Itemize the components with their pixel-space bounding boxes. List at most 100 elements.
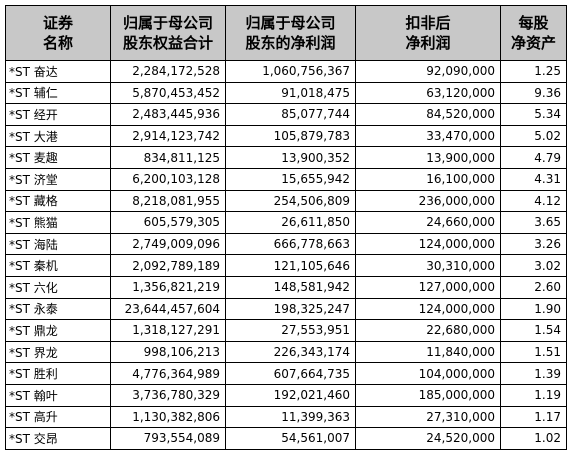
table-row: *ST 藏格 8,218,081,955 254,506,809 236,000,00… xyxy=(5,189,567,213)
header-text: 证券 xyxy=(42,14,73,32)
header-row: 证券 名称 归属于母公司 股东权益合计 归属于母公司 股东的净利润 扣非后 净利润 每股 净资产 xyxy=(5,5,567,61)
stock-name: *ST 胜利 xyxy=(5,362,111,385)
value-cell: 3.02 xyxy=(500,254,567,277)
header-text: 每股 xyxy=(518,14,549,32)
stock-name: *ST 经开 xyxy=(5,103,111,126)
value-cell: 1.17 xyxy=(500,405,567,429)
value-cell: 1,356,821,219 xyxy=(110,275,226,299)
value-cell: 22,680,000 xyxy=(355,319,501,342)
value-cell: 4.12 xyxy=(500,189,567,213)
value-cell: 30,310,000 xyxy=(355,254,501,277)
value-cell: 2,914,123,742 xyxy=(110,124,226,148)
value-cell: 254,506,809 xyxy=(225,189,356,213)
value-cell: 5.02 xyxy=(500,124,567,148)
header-cell: 扣非后 净利润 xyxy=(355,5,501,61)
value-cell: 5,870,453,452 xyxy=(110,81,226,105)
table-row: *ST 六化 1,356,821,219 148,581,942 127,000,00… xyxy=(5,275,567,299)
value-cell: 104,000,000 xyxy=(355,362,501,385)
table-row: *ST 辅仁 5,870,453,452 91,018,475 63,120,000 9… xyxy=(5,81,567,105)
table-body: *ST 奋达 2,284,172,528 1,060,756,367 92,090,0… xyxy=(5,60,567,450)
table-row: *ST 交昂 793,554,089 54,561,007 24,520,000 1.0… xyxy=(5,427,567,450)
stock-name: *ST 藏格 xyxy=(5,189,111,213)
value-cell: 33,470,000 xyxy=(355,124,501,148)
value-cell: 5.34 xyxy=(500,103,567,126)
stock-name: *ST 辅仁 xyxy=(5,81,111,105)
value-cell: 185,000,000 xyxy=(355,383,501,407)
table-row: *ST 胜利 4,776,364,989 607,664,735 104,000,00… xyxy=(5,362,567,385)
table-row: *ST 高升 1,130,382,806 11,399,363 27,310,000 1… xyxy=(5,405,567,429)
value-cell: 2.60 xyxy=(500,275,567,299)
value-cell: 148,581,942 xyxy=(225,275,356,299)
value-cell: 1.02 xyxy=(500,427,567,450)
stock-name: *ST 秦机 xyxy=(5,254,111,277)
stock-name: *ST 济堂 xyxy=(5,167,111,191)
stock-name: *ST 大港 xyxy=(5,124,111,148)
value-cell: 13,900,000 xyxy=(355,146,501,169)
value-cell: 1,318,127,291 xyxy=(110,319,226,342)
value-cell: 1,060,756,367 xyxy=(225,60,356,83)
header-text: 净资产 xyxy=(510,34,556,52)
value-cell: 4.79 xyxy=(500,146,567,169)
table-row: *ST 大港 2,914,123,742 105,879,783 33,470,000… xyxy=(5,124,567,148)
value-cell: 998,106,213 xyxy=(110,340,226,364)
value-cell: 1,130,382,806 xyxy=(110,405,226,429)
value-cell: 2,092,789,189 xyxy=(110,254,226,277)
stock-name: *ST 海陆 xyxy=(5,232,111,256)
value-cell: 27,310,000 xyxy=(355,405,501,429)
value-cell: 2,284,172,528 xyxy=(110,60,226,83)
header-text: 净利润 xyxy=(405,34,451,52)
value-cell: 226,343,174 xyxy=(225,340,356,364)
value-cell: 4.31 xyxy=(500,167,567,191)
stock-name: *ST 六化 xyxy=(5,275,111,299)
value-cell: 11,399,363 xyxy=(225,405,356,429)
value-cell: 834,811,125 xyxy=(110,146,226,169)
table-row: *ST 秦机 2,092,789,189 121,105,646 30,310,000… xyxy=(5,254,567,277)
value-cell: 4,776,364,989 xyxy=(110,362,226,385)
value-cell: 6,200,103,128 xyxy=(110,167,226,191)
value-cell: 26,611,850 xyxy=(225,211,356,234)
header-text: 股东权益合计 xyxy=(122,34,213,52)
value-cell: 15,655,942 xyxy=(225,167,356,191)
header-text: 归属于母公司 xyxy=(245,14,336,32)
value-cell: 54,561,007 xyxy=(225,427,356,450)
value-cell: 605,579,305 xyxy=(110,211,226,234)
value-cell: 85,077,744 xyxy=(225,103,356,126)
value-cell: 2,749,009,096 xyxy=(110,232,226,256)
value-cell: 3.65 xyxy=(500,211,567,234)
table-row: *ST 熊猫 605,579,305 26,611,850 24,660,000 3.6… xyxy=(5,211,567,234)
value-cell: 13,900,352 xyxy=(225,146,356,169)
value-cell: 9.36 xyxy=(500,81,567,105)
value-cell: 124,000,000 xyxy=(355,297,501,321)
header-cell: 证券 名称 xyxy=(5,5,111,61)
value-cell: 1.39 xyxy=(500,362,567,385)
stock-name: *ST 交昂 xyxy=(5,427,111,450)
header-cell: 归属于母公司 股东的净利润 xyxy=(225,5,356,61)
value-cell: 1.54 xyxy=(500,319,567,342)
table-row: *ST 麦趣 834,811,125 13,900,352 13,900,000 4.7… xyxy=(5,146,567,169)
table-row: *ST 界龙 998,106,213 226,343,174 11,840,000 1.… xyxy=(5,340,567,364)
value-cell: 1.19 xyxy=(500,383,567,407)
value-cell: 91,018,475 xyxy=(225,81,356,105)
stock-name: *ST 鼎龙 xyxy=(5,319,111,342)
table-row: *ST 奋达 2,284,172,528 1,060,756,367 92,090,0… xyxy=(5,60,567,83)
header-text: 扣非后 xyxy=(405,14,451,32)
data-table: 证券 名称 归属于母公司 股东权益合计 归属于母公司 股东的净利润 扣非后 净利润 每股 净资产 … xyxy=(5,5,567,450)
value-cell: 24,660,000 xyxy=(355,211,501,234)
value-cell: 124,000,000 xyxy=(355,232,501,256)
value-cell: 8,218,081,955 xyxy=(110,189,226,213)
value-cell: 198,325,247 xyxy=(225,297,356,321)
value-cell: 63,120,000 xyxy=(355,81,501,105)
stock-name: *ST 界龙 xyxy=(5,340,111,364)
value-cell: 2,483,445,936 xyxy=(110,103,226,126)
header-cell: 每股 净资产 xyxy=(500,5,567,61)
value-cell: 27,553,951 xyxy=(225,319,356,342)
value-cell: 11,840,000 xyxy=(355,340,501,364)
value-cell: 127,000,000 xyxy=(355,275,501,299)
value-cell: 3,736,780,329 xyxy=(110,383,226,407)
value-cell: 121,105,646 xyxy=(225,254,356,277)
stock-name: *ST 麦趣 xyxy=(5,146,111,169)
value-cell: 607,664,735 xyxy=(225,362,356,385)
value-cell: 1.51 xyxy=(500,340,567,364)
stock-name: *ST 永泰 xyxy=(5,297,111,321)
value-cell: 1.90 xyxy=(500,297,567,321)
